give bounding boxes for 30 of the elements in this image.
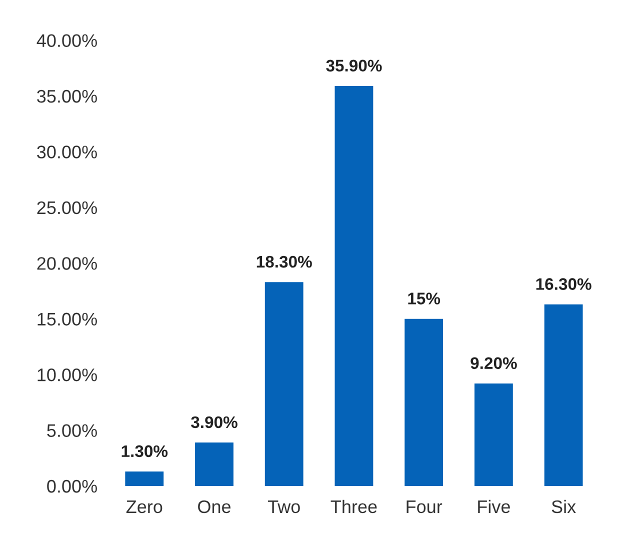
y-tick-label: 35.00% xyxy=(37,90,97,103)
x-tick-label: Four xyxy=(406,500,442,514)
y-tick-label: 10.00% xyxy=(38,368,97,382)
bar xyxy=(264,282,304,486)
x-tick-label: Two xyxy=(268,500,300,514)
y-tick-label: 40.00% xyxy=(36,34,97,47)
x-tick-label: Six xyxy=(552,500,576,514)
y-tick-label: 25.00% xyxy=(37,201,97,214)
bar xyxy=(125,472,164,486)
bar xyxy=(195,442,234,486)
data-label: 1.30% xyxy=(122,445,168,458)
bar xyxy=(474,383,513,486)
data-label: 16.30% xyxy=(536,278,592,290)
y-tick-label: 30.00% xyxy=(37,146,97,158)
bar xyxy=(404,318,444,486)
data-label: 3.90% xyxy=(191,416,238,428)
y-tick-label: 0.00% xyxy=(47,480,97,493)
x-tick-label: Three xyxy=(330,500,377,514)
data-label: 35.90% xyxy=(326,60,382,72)
bar xyxy=(544,304,583,486)
x-tick-label: Five xyxy=(478,500,510,514)
data-label: 18.30% xyxy=(256,256,312,268)
x-tick-label: Zero xyxy=(126,500,162,514)
x-tick-label: One xyxy=(198,500,231,514)
data-label: 9.20% xyxy=(470,357,517,370)
bar xyxy=(334,86,374,486)
y-tick-label: 5.00% xyxy=(47,424,97,437)
y-tick-label: 15.00% xyxy=(38,312,97,326)
y-tick-label: 20.00% xyxy=(37,257,97,270)
data-label: 15% xyxy=(408,292,440,304)
